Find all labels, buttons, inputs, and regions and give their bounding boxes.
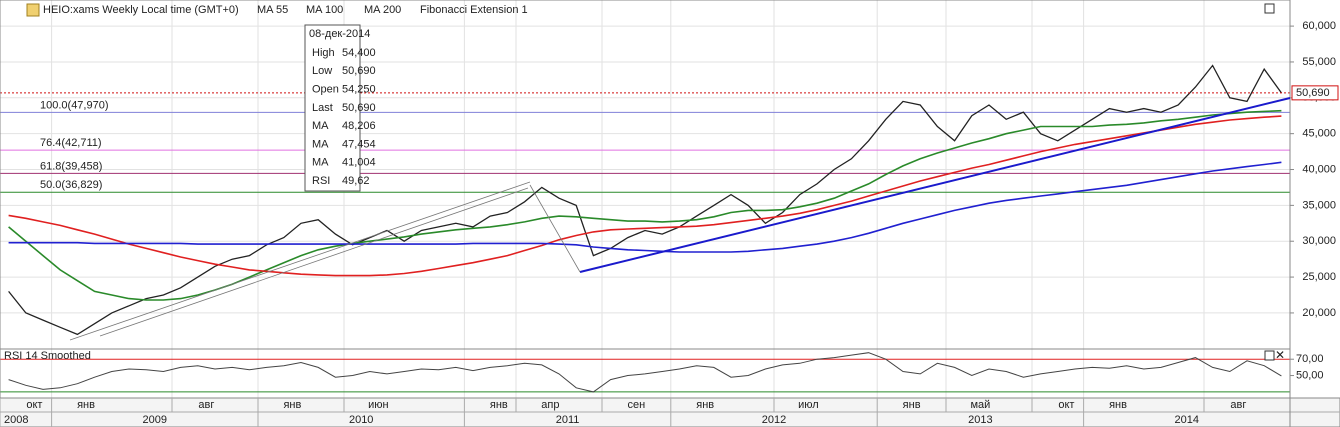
fib-level-label: 100.0(47,970)	[40, 99, 109, 111]
info-date: 08-дек-2014	[309, 28, 370, 40]
info-value: 49,62	[342, 175, 370, 187]
info-label: High	[312, 47, 335, 59]
info-label: MA	[312, 138, 329, 150]
x-tick-label: сен	[628, 399, 646, 411]
y-tick-label: 45,000	[1302, 128, 1336, 140]
series-line	[8, 64, 1282, 336]
info-label: RSI	[312, 175, 330, 187]
fib-level-label: 76.4(42,711)	[40, 137, 102, 149]
x-tick-label: май	[970, 399, 990, 411]
info-label: MA	[312, 120, 329, 132]
series-line	[8, 161, 1282, 253]
x-tick-label: окт	[1058, 399, 1074, 411]
year-label: 2008	[4, 414, 28, 426]
last-price-box	[1291, 85, 1339, 101]
x-tick-label: янв	[490, 399, 508, 411]
x-tick-label: янв	[77, 399, 95, 411]
x-tick-label: июн	[368, 399, 388, 411]
y-tick-label: 25,000	[1302, 271, 1336, 283]
info-value: 54,250	[342, 84, 376, 96]
x-tick-label: янв	[283, 399, 301, 411]
y-tick-label: 50,00	[1296, 369, 1324, 381]
info-value: 48,206	[342, 120, 376, 132]
symbol-icon[interactable]	[26, 3, 40, 17]
x-tick-label: окт	[26, 399, 42, 411]
fib-level-label: 50.0(36,829)	[40, 179, 102, 191]
x-tick-label: янв	[1109, 399, 1127, 411]
y-tick-label: 60,000	[1302, 20, 1336, 32]
fibonacci-title[interactable]: Fibonacci Extension 1	[420, 4, 528, 16]
maximize-button[interactable]	[1264, 3, 1275, 14]
info-value: 41,004	[342, 157, 376, 169]
year-label: 2010	[349, 414, 373, 426]
year-label: 2012	[762, 414, 786, 426]
channel-line	[99, 187, 529, 337]
info-value: 54,400	[342, 47, 376, 59]
year-label: 2009	[143, 414, 167, 426]
legend-entry[interactable]: MA 200	[364, 4, 401, 16]
channel-line	[69, 181, 531, 341]
y-tick-label: 35,000	[1302, 199, 1336, 211]
grid	[0, 0, 1290, 398]
y-tick-label: 55,000	[1302, 56, 1336, 68]
y-tick-label: 20,000	[1302, 307, 1336, 319]
x-tick-label: июл	[798, 399, 819, 411]
fib-level-label: 61.8(39,458)	[40, 160, 102, 172]
info-value: 50,690	[342, 65, 376, 77]
info-label: Open	[312, 84, 339, 96]
x-tick-label: авг	[198, 399, 214, 411]
plot: 100.0(47,970) 76.4(42,711) 61.8(39,458) 50.…	[0, 64, 1290, 393]
year-label: 2013	[968, 414, 992, 426]
y-tick-label: 70,00	[1296, 353, 1324, 365]
info-value: 50,690	[342, 102, 376, 114]
legend-entry[interactable]: MA 55	[257, 4, 288, 16]
y-tick-label: 40,000	[1302, 163, 1336, 175]
series-line	[8, 115, 1282, 277]
year-label: 2014	[1175, 414, 1199, 426]
trend-line	[579, 97, 1291, 273]
y-tick-label: 30,000	[1302, 235, 1336, 247]
fib-anchor-line	[529, 184, 581, 273]
rsi-title[interactable]: RSI 14 Smoothed	[4, 350, 91, 362]
year-label: 2011	[556, 414, 580, 426]
chart-title[interactable]: HEIO:xams Weekly Local time (GMT+0)	[43, 4, 239, 16]
maximize-button[interactable]	[1264, 350, 1275, 361]
info-value: 47,454	[342, 138, 376, 150]
info-label: Last	[312, 102, 333, 114]
info-label: MA	[312, 157, 329, 169]
x-tick-label: апр	[541, 399, 559, 411]
info-label: Low	[312, 65, 332, 77]
last-price-label: 50,690	[1296, 87, 1330, 99]
info-box-frame	[304, 24, 361, 192]
series-line	[8, 352, 1282, 393]
legend-entry[interactable]: MA 100	[306, 4, 343, 16]
close-button[interactable]: ✕	[1275, 348, 1285, 362]
x-tick-label: янв	[696, 399, 714, 411]
x-tick-label: янв	[903, 399, 921, 411]
x-tick-label: авг	[1230, 399, 1246, 411]
